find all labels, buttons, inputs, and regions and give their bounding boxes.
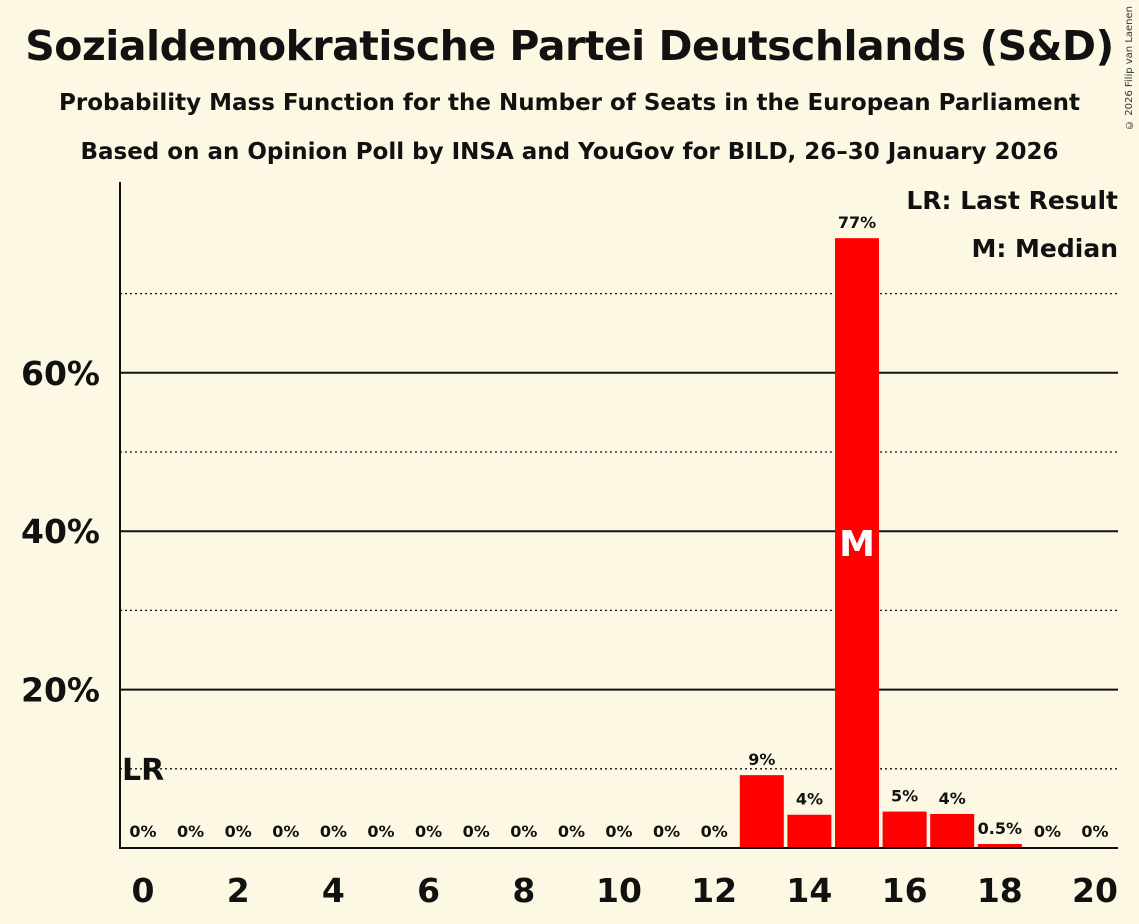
bar-seat-14 — [787, 814, 832, 848]
data-label: 4% — [939, 789, 966, 808]
chart-subtitle: Probability Mass Function for the Number… — [59, 90, 1080, 116]
data-label: 0% — [225, 822, 252, 841]
bar-seat-15 — [835, 238, 879, 848]
data-label: 0% — [701, 822, 728, 841]
x-tick-label: 20 — [1072, 871, 1118, 910]
data-label: 0% — [605, 822, 632, 841]
median-marker: M — [839, 524, 875, 565]
legend-median: M: Median — [971, 234, 1118, 263]
data-label: 0% — [558, 822, 585, 841]
data-label: 0% — [272, 822, 299, 841]
bar-seat-16 — [882, 811, 927, 848]
data-label: 0% — [367, 822, 394, 841]
last-result-marker: LR — [122, 753, 164, 788]
x-tick-label: 0 — [132, 871, 155, 910]
x-tick-label: 12 — [691, 871, 737, 910]
x-tick-label: 18 — [977, 871, 1023, 910]
data-label: 0% — [415, 822, 442, 841]
data-label: 0% — [1081, 822, 1108, 841]
bar-seat-13 — [739, 775, 784, 848]
data-label: 77% — [838, 213, 876, 232]
data-label: 0% — [1034, 822, 1061, 841]
data-label: 0% — [653, 822, 680, 841]
y-tick-label: 60% — [21, 354, 100, 393]
x-tick-label: 6 — [417, 871, 440, 910]
data-label: 9% — [748, 750, 775, 769]
data-label: 5% — [891, 787, 918, 806]
x-tick-label: 16 — [882, 871, 928, 910]
x-tick-label: 10 — [596, 871, 642, 910]
data-label: 0% — [320, 822, 347, 841]
chart-title: Sozialdemokratische Partei Deutschlands … — [25, 22, 1114, 70]
y-tick-label: 40% — [21, 512, 100, 551]
data-label: 0% — [177, 822, 204, 841]
chart-subtitle-source: Based on an Opinion Poll by INSA and You… — [80, 139, 1059, 165]
data-label: 0.5% — [978, 819, 1022, 838]
x-tick-label: 2 — [227, 871, 250, 910]
bar-seat-17 — [930, 813, 975, 848]
x-tick-label: 8 — [512, 871, 535, 910]
bar-seat-18 — [977, 844, 1022, 848]
legend-last-result: LR: Last Result — [906, 186, 1118, 215]
data-label: 0% — [129, 822, 156, 841]
x-tick-label: 4 — [322, 871, 345, 910]
data-label: 0% — [510, 822, 537, 841]
data-label: 0% — [463, 822, 490, 841]
y-tick-label: 20% — [21, 671, 100, 710]
data-label: 4% — [796, 790, 823, 809]
x-tick-label: 14 — [786, 871, 832, 910]
